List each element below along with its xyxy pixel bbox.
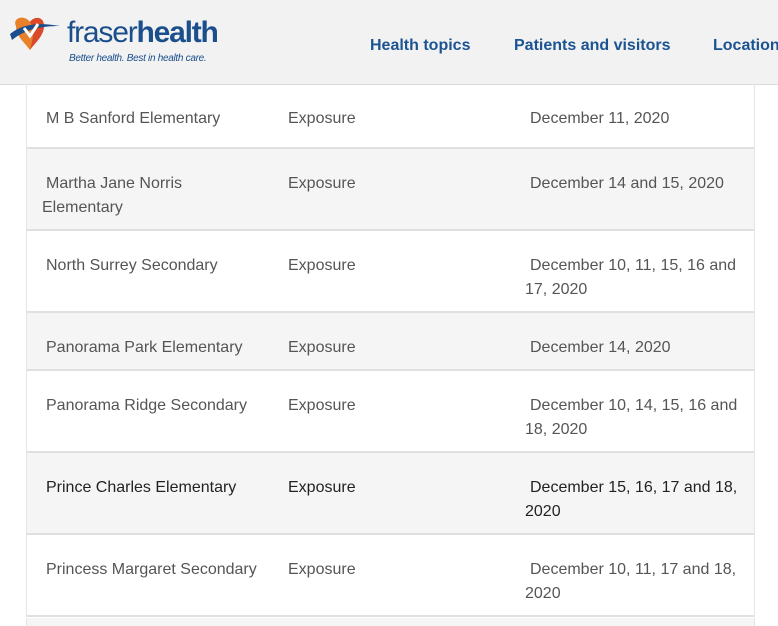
table-row: Martha Jane Norris Elementary Exposure D… bbox=[27, 149, 754, 231]
exposure-dates: December 10, 11, 15, 16 and 17, 2020 bbox=[525, 257, 737, 298]
logo-tagline: Better health. Best in health care. bbox=[69, 53, 207, 64]
logo-wordmark: fraserhealth bbox=[67, 16, 219, 49]
table-row: Panorama Park Elementary Exposure Decemb… bbox=[27, 313, 754, 371]
school-name: Panorama Ridge Secondary bbox=[46, 397, 248, 414]
exposure-dates: December 15, 16, 17 and 18, 2020 bbox=[525, 479, 738, 520]
school-name: M B Sanford Elementary bbox=[46, 110, 221, 127]
exposure-type: Exposure bbox=[288, 561, 356, 578]
table-row: North Surrey Secondary Exposure December… bbox=[27, 231, 754, 313]
school-name: Prince Charles Elementary bbox=[46, 479, 237, 496]
school-exposures-table: M B Sanford Elementary Exposure December… bbox=[26, 84, 755, 617]
exposure-type: Exposure bbox=[288, 397, 356, 414]
school-name: Martha Jane Norris Elementary bbox=[42, 175, 183, 216]
table-row: Panorama Ridge Secondary Exposure Decemb… bbox=[27, 371, 754, 453]
exposure-type: Exposure bbox=[288, 479, 356, 496]
exposure-type: Exposure bbox=[288, 175, 356, 192]
table-row: Princess Margaret Secondary Exposure Dec… bbox=[27, 535, 754, 617]
exposure-dates: December 11, 2020 bbox=[530, 110, 670, 127]
table-row: Prince Charles Elementary Exposure Decem… bbox=[27, 453, 754, 535]
nav-locations[interactable]: Location bbox=[713, 37, 778, 54]
exposure-dates: December 10, 14, 15, 16 and 18, 2020 bbox=[525, 397, 738, 438]
exposure-type: Exposure bbox=[288, 257, 356, 274]
exposure-dates: December 14, 2020 bbox=[530, 339, 671, 356]
exposure-dates: December 14 and 15, 2020 bbox=[530, 175, 724, 192]
exposure-type: Exposure bbox=[288, 110, 356, 127]
heart-logo-icon bbox=[10, 17, 60, 50]
school-name: Panorama Park Elementary bbox=[46, 339, 243, 356]
nav-health-topics[interactable]: Health topics bbox=[370, 37, 471, 54]
school-name: North Surrey Secondary bbox=[46, 257, 218, 274]
table-row: M B Sanford Elementary Exposure December… bbox=[27, 84, 754, 149]
nav-patients-and-visitors[interactable]: Patients and visitors bbox=[514, 37, 671, 54]
exposure-dates: December 10, 11, 17 and 18, 2020 bbox=[525, 561, 737, 602]
site-header: fraserhealth Better health. Best in heal… bbox=[0, 0, 778, 85]
school-name: Princess Margaret Secondary bbox=[46, 561, 257, 578]
exposure-type: Exposure bbox=[288, 339, 356, 356]
next-table-row-partial bbox=[26, 618, 755, 626]
fraser-health-logo[interactable]: fraserhealth Better health. Best in heal… bbox=[10, 12, 219, 68]
